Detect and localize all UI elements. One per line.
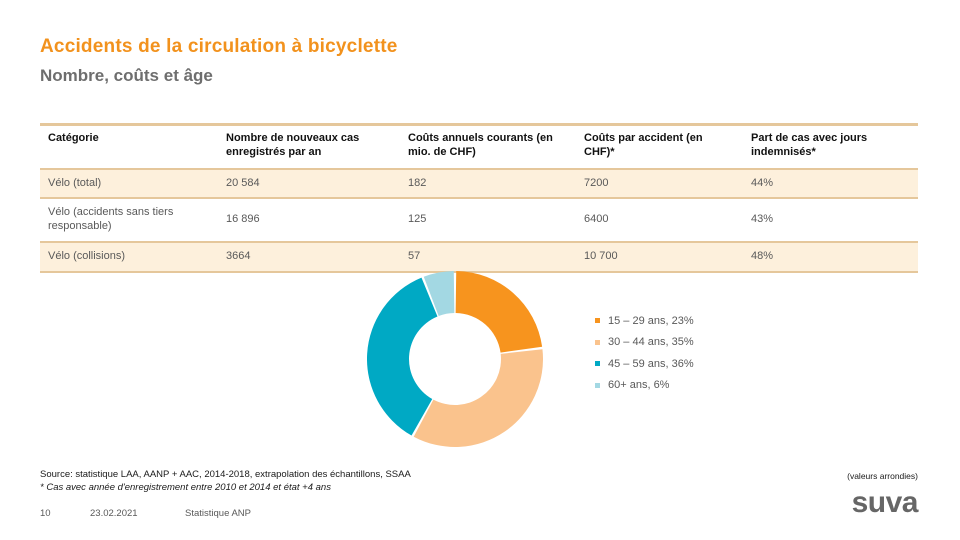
donut-svg: [367, 271, 543, 447]
cell-share-indemnified: 43%: [743, 198, 918, 243]
legend-item: 45 – 59 ans, 36%: [595, 353, 694, 375]
legend-swatch-icon: [595, 339, 600, 345]
donut-slice: [367, 277, 438, 436]
legend-item: 30 – 44 ans, 35%: [595, 332, 694, 354]
cell-annual-costs: 57: [400, 241, 576, 273]
cell-cost-per-accident: 7200: [576, 168, 743, 200]
donut-slice: [413, 349, 543, 447]
table-row: Vélo (collisions) 3664 57 10 700 48%: [40, 241, 918, 273]
column-header-couts-accident: Coûts par accident (en CHF)*: [576, 123, 743, 170]
cell-share-indemnified: 48%: [743, 241, 918, 273]
cell-new-cases: 16 896: [218, 198, 400, 243]
cell-new-cases: 20 584: [218, 168, 400, 200]
legend-label: 30 – 44 ans, 35%: [608, 336, 694, 349]
page-title: Accidents de la circulation à bicyclette: [40, 36, 398, 57]
column-header-part-indemnises: Part de cas avec jours indemnisés*: [743, 123, 918, 170]
age-donut-chart: [367, 271, 543, 447]
cell-cost-per-accident: 6400: [576, 198, 743, 243]
footer-label: Statistique ANP: [185, 508, 252, 519]
column-header-nouveaux-cas: Nombre de nouveaux cas enregistrés par a…: [218, 123, 400, 170]
cell-new-cases: 3664: [218, 241, 400, 273]
legend-swatch-icon: [595, 361, 600, 367]
donut-slice: [455, 271, 543, 353]
cell-category: Vélo (total): [40, 168, 218, 200]
page-number: 10: [40, 508, 51, 519]
table-row: Vélo (total) 20 584 182 7200 44%: [40, 168, 918, 200]
page-subtitle: Nombre, coûts et âge: [40, 66, 213, 85]
legend-label: 60+ ans, 6%: [608, 379, 670, 392]
table-header: Catégorie Nombre de nouveaux cas enregis…: [40, 123, 918, 170]
legend-item: 60+ ans, 6%: [595, 375, 694, 397]
cell-annual-costs: 182: [400, 168, 576, 200]
cell-annual-costs: 125: [400, 198, 576, 243]
suva-logo: suva: [851, 486, 919, 519]
footnote-asterisk: * Cas avec année d'enregistrement entre …: [40, 482, 331, 493]
legend-swatch-icon: [595, 318, 600, 324]
cell-cost-per-accident: 10 700: [576, 241, 743, 273]
legend-label: 45 – 59 ans, 36%: [608, 357, 694, 370]
cell-category: Vélo (accidents sans tiers responsable): [40, 198, 218, 243]
source-note: Source: statistique LAA, AANP + AAC, 201…: [40, 469, 411, 480]
donut-slice: [423, 271, 455, 316]
legend-item: 15 – 29 ans, 23%: [595, 310, 694, 332]
slide-date: 23.02.2021: [90, 508, 138, 519]
cell-share-indemnified: 44%: [743, 168, 918, 200]
table-row: Vélo (accidents sans tiers responsable) …: [40, 198, 918, 243]
cell-category: Vélo (collisions): [40, 241, 218, 273]
legend-label: 15 – 29 ans, 23%: [608, 314, 694, 327]
chart-legend: 15 – 29 ans, 23% 30 – 44 ans, 35% 45 – 5…: [595, 310, 694, 396]
source-block: Source: statistique LAA, AANP + AAC, 201…: [40, 468, 411, 494]
rounding-note: (valeurs arrondies): [847, 471, 918, 481]
legend-swatch-icon: [595, 382, 600, 388]
column-header-couts-annuels: Coûts annuels courants (en mio. de CHF): [400, 123, 576, 170]
accidents-table: Catégorie Nombre de nouveaux cas enregis…: [40, 123, 918, 273]
column-header-categorie: Catégorie: [40, 123, 218, 170]
